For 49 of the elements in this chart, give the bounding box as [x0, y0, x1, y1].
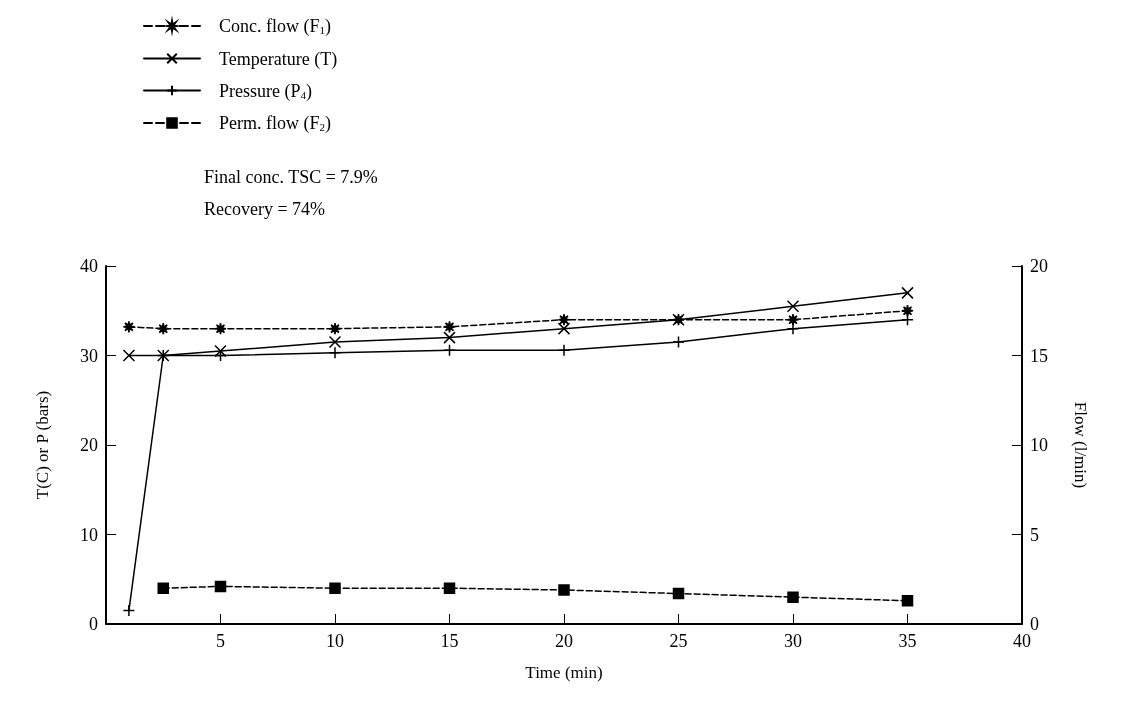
text: Final conc. TSC = 7.9%	[204, 167, 378, 187]
y2-axis-title: Flow (l/min)	[1071, 401, 1090, 489]
point	[214, 580, 227, 593]
x-tick-label: 35	[898, 631, 917, 651]
point	[558, 584, 570, 596]
x-axis-title: Time (min)	[525, 663, 603, 682]
x-tick-label: 10	[326, 631, 344, 651]
x-tick-label: 40	[1013, 631, 1031, 651]
x-tick-label: 5	[216, 631, 225, 651]
y2-tick-label: 20	[1030, 256, 1048, 276]
point	[443, 331, 456, 344]
point	[214, 344, 227, 358]
point	[214, 322, 227, 335]
legend-label: Temperature (T)	[219, 48, 338, 70]
point	[786, 300, 800, 313]
point	[787, 591, 799, 603]
y2-tick-label: 0	[1030, 614, 1039, 634]
x-tick-label: 25	[669, 631, 688, 651]
x-tick-label: 30	[784, 631, 802, 651]
point	[443, 582, 456, 594]
legend-label: Conc. flow (F1)	[219, 16, 331, 37]
legend-label: Pressure (P4)	[219, 80, 312, 102]
y2-tick-label: 15	[1030, 345, 1048, 366]
y2-tick-label: 5	[1030, 524, 1039, 545]
legend-label: Perm. flow (F2)	[219, 113, 331, 134]
y-axis-title: T(C) or P (bars)	[33, 390, 52, 500]
x-tick-label: 20	[555, 631, 573, 651]
point	[672, 587, 685, 600]
point	[557, 313, 571, 326]
y-tick-label: 30	[80, 345, 98, 366]
point	[122, 349, 136, 362]
point	[122, 320, 136, 334]
point	[157, 322, 170, 335]
y-tick-label: 20	[80, 435, 98, 455]
y-tick-label: 40	[80, 256, 98, 276]
text: Recovery = 74%	[204, 199, 326, 219]
point	[901, 286, 914, 300]
point	[157, 582, 169, 594]
y2-tick-label: 10	[1030, 435, 1048, 455]
point	[122, 604, 136, 617]
x-tick-label: 15	[440, 631, 459, 651]
point	[443, 320, 456, 334]
y-tick-label: 10	[80, 524, 98, 545]
y-tick-label: 0	[89, 614, 98, 634]
point	[901, 594, 914, 607]
point	[329, 582, 341, 594]
point	[901, 313, 914, 326]
point	[557, 322, 571, 335]
point	[328, 335, 342, 349]
